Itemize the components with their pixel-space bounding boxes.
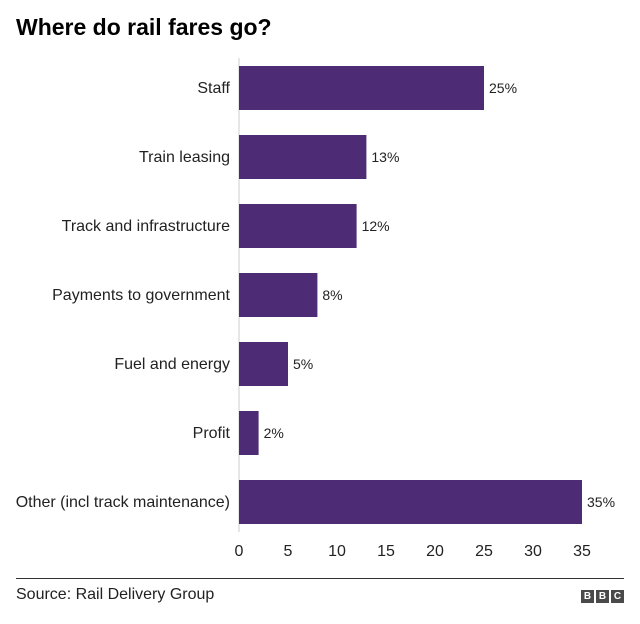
x-tick-label: 15 [377, 543, 395, 560]
bar-payments-to-government [239, 273, 318, 317]
bbc-logo-letter-b2: B [596, 590, 609, 603]
x-tick-label: 35 [573, 543, 591, 560]
x-tick-label: 5 [284, 543, 293, 560]
source-note: Source: Rail Delivery Group [16, 586, 215, 603]
x-tick-label: 25 [475, 543, 493, 560]
x-tick-label: 30 [524, 543, 542, 560]
category-label: Track and infrastructure [62, 218, 230, 235]
data-label: 2% [264, 425, 284, 441]
category-label: Fuel and energy [114, 356, 230, 373]
bbc-logo: B B C [581, 590, 624, 603]
category-label: Other (incl track maintenance) [16, 494, 230, 511]
bar-other-incl-track-maintenance [239, 480, 582, 524]
footer-divider [16, 578, 624, 579]
data-label: 25% [489, 80, 517, 96]
bbc-logo-letter-b1: B [581, 590, 594, 603]
category-label: Staff [197, 80, 230, 97]
bar-track-and-infrastructure [239, 204, 357, 248]
x-tick-label: 0 [235, 543, 244, 560]
bar-staff [239, 66, 484, 110]
category-label: Train leasing [139, 149, 230, 166]
data-label: 13% [371, 149, 399, 165]
bbc-logo-letter-c: C [611, 590, 624, 603]
bar-profit [239, 411, 259, 455]
chart-title: Where do rail fares go? [16, 14, 272, 40]
x-tick-label: 10 [328, 543, 346, 560]
bar-train-leasing [239, 135, 367, 179]
data-label: 12% [362, 218, 390, 234]
x-tick-label: 20 [426, 543, 444, 560]
bar-fuel-and-energy [239, 342, 288, 386]
data-label: 8% [322, 287, 342, 303]
category-label: Profit [193, 425, 231, 442]
data-label: 35% [587, 494, 615, 510]
category-label: Payments to government [52, 287, 230, 304]
data-label: 5% [293, 356, 313, 372]
